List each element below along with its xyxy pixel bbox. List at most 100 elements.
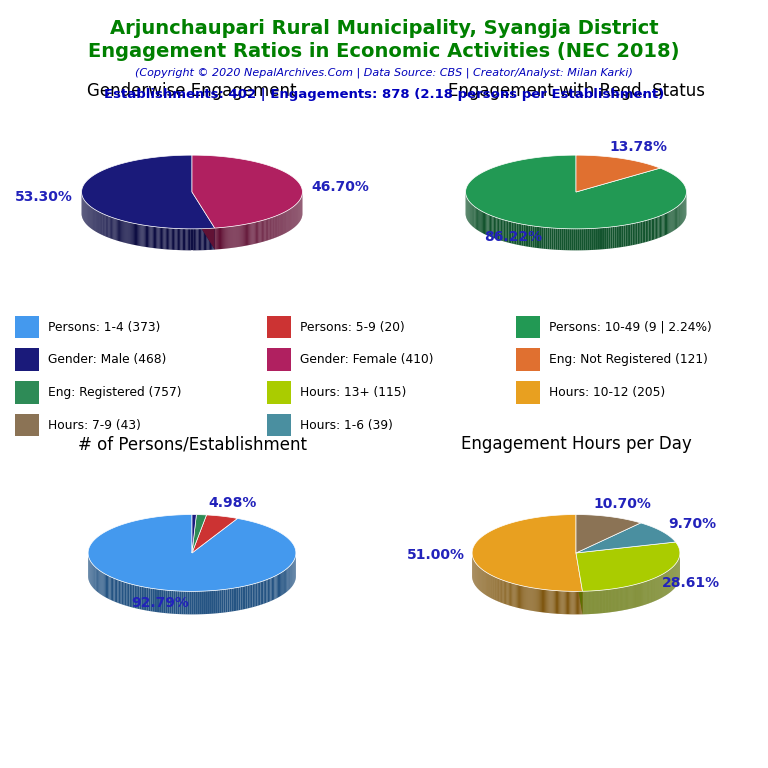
Polygon shape <box>81 155 215 229</box>
Polygon shape <box>657 217 658 239</box>
Polygon shape <box>253 584 254 607</box>
Polygon shape <box>484 213 485 234</box>
Polygon shape <box>664 214 665 236</box>
Polygon shape <box>216 590 218 614</box>
Polygon shape <box>505 581 506 604</box>
Polygon shape <box>127 583 130 607</box>
Polygon shape <box>123 581 124 605</box>
Polygon shape <box>480 210 481 232</box>
Polygon shape <box>531 588 533 611</box>
Polygon shape <box>148 588 151 611</box>
Polygon shape <box>227 227 228 248</box>
Polygon shape <box>261 220 262 242</box>
Polygon shape <box>263 581 265 604</box>
Polygon shape <box>148 226 149 247</box>
Polygon shape <box>166 228 167 250</box>
Polygon shape <box>170 228 172 250</box>
Polygon shape <box>581 229 583 250</box>
Polygon shape <box>105 215 106 237</box>
Polygon shape <box>576 515 641 553</box>
Text: Gender: Female (410): Gender: Female (410) <box>300 353 434 366</box>
Text: Persons: 1-4 (373): Persons: 1-4 (373) <box>48 320 161 333</box>
Polygon shape <box>133 223 134 245</box>
Polygon shape <box>187 591 190 614</box>
Polygon shape <box>534 588 535 611</box>
Polygon shape <box>274 576 276 600</box>
Polygon shape <box>575 229 578 250</box>
Polygon shape <box>646 220 647 242</box>
Polygon shape <box>97 568 98 592</box>
Polygon shape <box>243 224 244 247</box>
Polygon shape <box>119 580 121 604</box>
Polygon shape <box>156 227 157 249</box>
Polygon shape <box>154 589 156 612</box>
Polygon shape <box>265 580 266 604</box>
Polygon shape <box>507 220 508 243</box>
Polygon shape <box>521 224 524 246</box>
Polygon shape <box>237 226 238 247</box>
Polygon shape <box>548 227 549 250</box>
Polygon shape <box>147 226 148 247</box>
Polygon shape <box>514 584 515 607</box>
Polygon shape <box>171 591 174 614</box>
Polygon shape <box>576 553 582 614</box>
Polygon shape <box>605 227 607 249</box>
Polygon shape <box>557 591 558 614</box>
Polygon shape <box>177 229 178 250</box>
Polygon shape <box>642 221 644 243</box>
Polygon shape <box>569 591 571 614</box>
Polygon shape <box>175 228 177 250</box>
Polygon shape <box>108 216 109 238</box>
Polygon shape <box>515 584 516 607</box>
Polygon shape <box>270 578 272 601</box>
Polygon shape <box>510 583 511 606</box>
Polygon shape <box>186 591 187 614</box>
Polygon shape <box>161 227 162 249</box>
Polygon shape <box>572 591 574 614</box>
Polygon shape <box>151 227 153 248</box>
Polygon shape <box>660 216 661 237</box>
Polygon shape <box>519 585 520 608</box>
Text: Hours: 7-9 (43): Hours: 7-9 (43) <box>48 419 141 432</box>
Polygon shape <box>268 219 269 240</box>
Polygon shape <box>281 572 282 596</box>
Polygon shape <box>495 217 496 239</box>
Polygon shape <box>639 222 641 243</box>
Text: (Copyright © 2020 NepalArchives.Com | Data Source: CBS | Creator/Analyst: Milan : (Copyright © 2020 NepalArchives.Com | Da… <box>135 68 633 78</box>
Polygon shape <box>126 221 127 243</box>
Polygon shape <box>245 224 246 246</box>
Polygon shape <box>144 225 146 247</box>
Polygon shape <box>211 228 212 250</box>
Polygon shape <box>650 219 651 241</box>
Polygon shape <box>571 591 572 614</box>
Polygon shape <box>524 224 525 247</box>
Polygon shape <box>141 225 143 247</box>
Polygon shape <box>481 210 482 233</box>
Polygon shape <box>137 586 140 609</box>
Polygon shape <box>250 223 252 245</box>
Polygon shape <box>103 572 104 596</box>
Polygon shape <box>157 227 158 249</box>
Polygon shape <box>559 591 561 614</box>
Polygon shape <box>676 207 677 229</box>
Polygon shape <box>106 215 107 237</box>
Polygon shape <box>107 216 108 237</box>
Polygon shape <box>593 228 595 250</box>
Polygon shape <box>627 224 629 247</box>
Polygon shape <box>168 228 169 250</box>
Polygon shape <box>636 223 637 244</box>
Polygon shape <box>131 584 133 607</box>
Text: Arjunchaupari Rural Municipality, Syangja District: Arjunchaupari Rural Municipality, Syangj… <box>110 19 658 38</box>
Polygon shape <box>540 589 541 612</box>
Polygon shape <box>666 213 667 235</box>
Polygon shape <box>178 229 179 250</box>
Polygon shape <box>511 222 513 243</box>
Polygon shape <box>240 225 241 247</box>
Polygon shape <box>205 229 206 250</box>
Polygon shape <box>472 515 582 591</box>
Polygon shape <box>597 228 599 250</box>
Polygon shape <box>492 216 494 238</box>
Polygon shape <box>576 523 676 553</box>
Polygon shape <box>262 581 263 604</box>
Bar <box>267 349 291 371</box>
